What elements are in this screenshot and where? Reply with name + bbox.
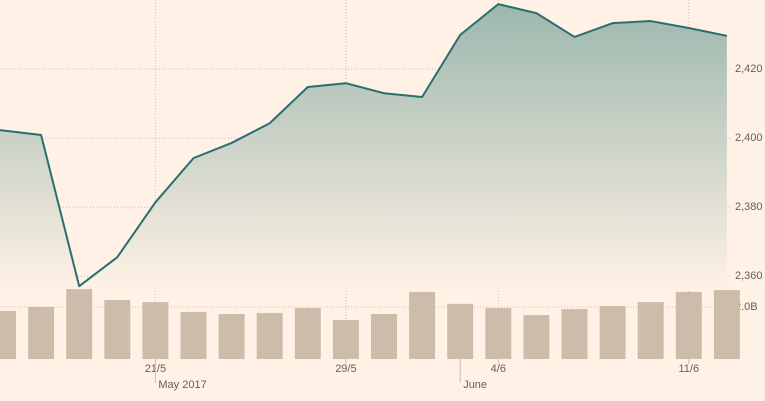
volume-bar — [28, 307, 55, 359]
x-tick-label: 11/6 — [679, 363, 700, 375]
y2-tick-label: 2.0B — [735, 301, 758, 313]
volume-bar — [104, 299, 131, 359]
y-tick-label: 2,360 — [735, 270, 763, 282]
volume-bar — [523, 315, 550, 359]
price-area — [0, 4, 727, 291]
volume-bar — [599, 305, 626, 359]
volume-bar — [371, 314, 397, 359]
volume-bar — [218, 314, 245, 359]
x-group-label: May 2017 — [158, 379, 206, 391]
volume-bar — [142, 302, 169, 359]
x-tick-label: 4/6 — [491, 363, 506, 375]
volume-bar — [561, 309, 588, 359]
volume-bar — [66, 289, 93, 359]
volume-bar — [447, 303, 474, 359]
volume-bar — [485, 308, 512, 359]
volume-bar — [256, 312, 283, 359]
y-tick-label: 2,380 — [735, 201, 763, 213]
volume-bar — [294, 308, 321, 359]
volume-bar — [0, 310, 16, 359]
y-tick-label: 2,400 — [735, 132, 763, 144]
y-tick-label: 2,420 — [735, 63, 763, 75]
price-line — [0, 3, 728, 288]
volume-bar — [713, 290, 740, 359]
volume-bar — [332, 320, 359, 359]
x-group-label: June — [463, 379, 487, 391]
volume-bar — [409, 291, 436, 359]
volume-bar — [180, 311, 207, 359]
volume-bar — [675, 291, 702, 359]
volume-bar — [637, 302, 664, 359]
x-tick-label: 29/5 — [335, 363, 356, 375]
